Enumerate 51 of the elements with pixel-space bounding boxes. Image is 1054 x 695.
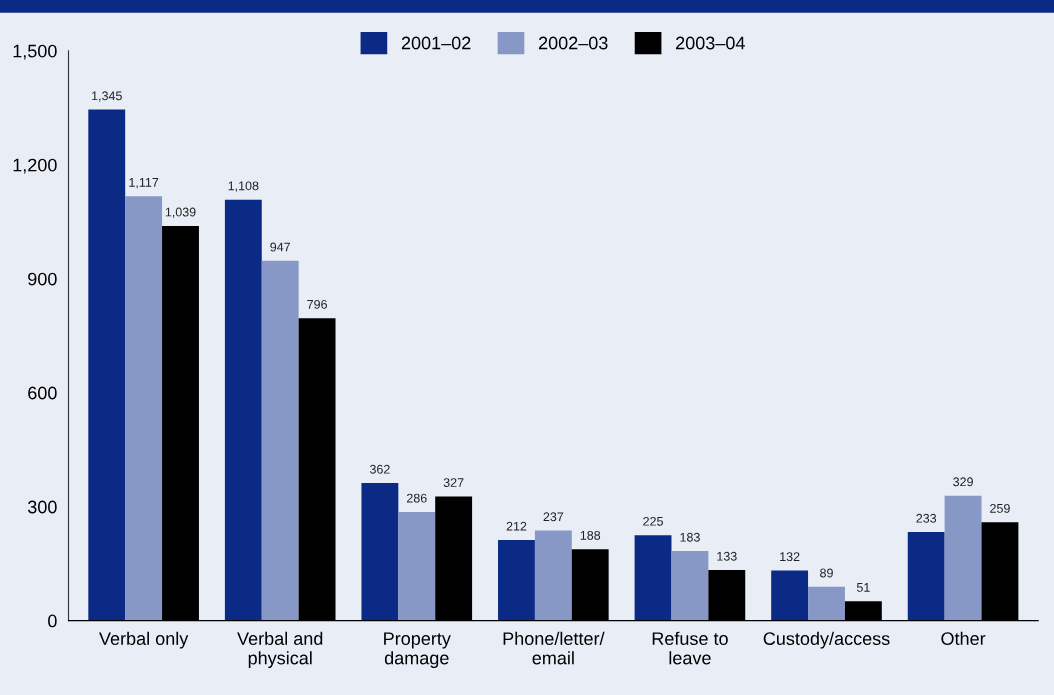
x-tick-label: Phone/letter/ email [503,631,605,665]
bar [498,540,535,621]
bar [907,532,945,621]
x-tick-label: Refuse to leave [652,631,728,665]
text: 132 [780,552,800,562]
x-tick-label: Verbal only [99,631,189,649]
text: 89 [820,568,833,578]
legend-label: 2003–04 [676,36,745,50]
x-tick-label: Other [941,631,986,646]
text: 1,117 [129,178,159,189]
x-tick-label: Verbal and physical [237,631,323,669]
bar [224,199,262,621]
text: 233 [916,513,937,523]
text: 1,039 [165,207,196,218]
text: 1,108 [228,181,259,192]
bar [671,551,709,621]
bar [398,511,436,621]
legend-label: 2001–02 [401,36,471,50]
text: 133 [717,551,737,561]
text: 329 [953,477,973,487]
x-tick-label: Custody/access [763,631,890,649]
y-tick-label: 900 [28,272,57,286]
y-tick-label: 600 [28,386,57,400]
bar [88,109,126,621]
bar [125,196,163,621]
text: 188 [580,530,601,540]
bar [944,495,982,621]
bar [634,535,672,621]
y-tick-label: 1,200 [13,158,57,174]
text: 1,345 [92,91,122,102]
bar [361,483,399,621]
text: 947 [270,242,290,252]
text: 796 [307,299,327,309]
y-tick-label: 300 [27,500,57,514]
text: 259 [990,503,1010,513]
text: 212 [506,521,527,531]
text: 362 [369,464,390,474]
x-tick-label: Property damage [384,632,451,669]
bar [261,260,299,621]
text: 286 [406,493,427,503]
bar [534,530,572,621]
text: 183 [680,532,700,542]
legend-label: 2002–03 [538,36,608,50]
text: 51 [856,583,870,592]
text: 327 [443,478,464,487]
text: 237 [543,512,564,522]
y-tick-label: 0 [48,614,57,628]
bar [808,586,845,621]
y-tick-label: 1,500 [13,44,57,60]
text: 225 [643,516,663,526]
bar [771,570,809,621]
